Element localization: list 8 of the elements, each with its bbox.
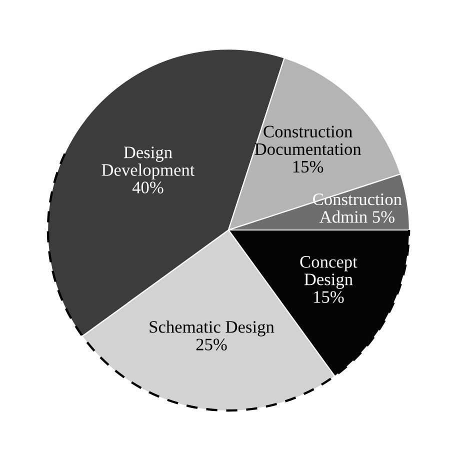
slice-label: Design Development (102, 146, 195, 180)
data-label: 40% (132, 182, 164, 194)
data-label: 25% (196, 338, 227, 350)
slice-label: Schematic Design (150, 320, 274, 336)
slice-label: Concept Design (300, 256, 358, 289)
slice-label: Construction Documentation (254, 126, 362, 156)
data-label: 15% (293, 160, 324, 173)
data-label: 15% (314, 291, 344, 303)
